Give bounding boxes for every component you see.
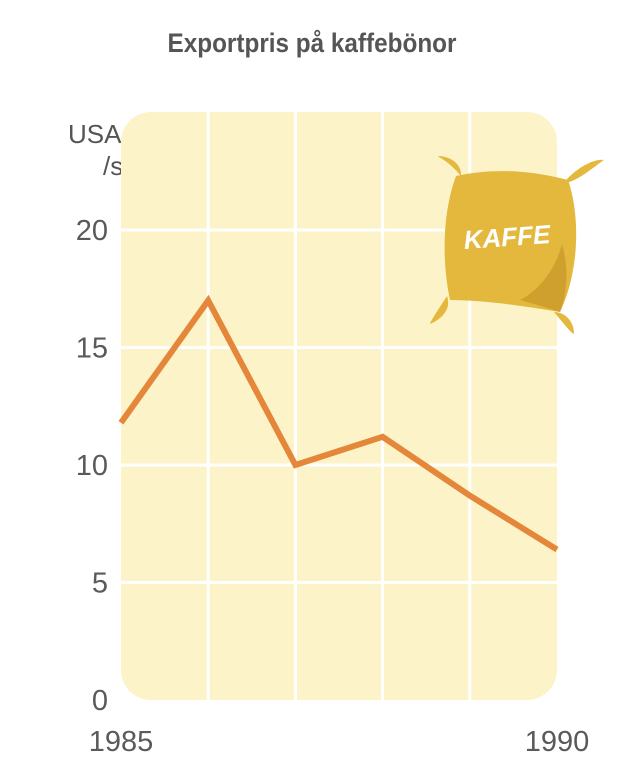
chart-title: Exportpris på kaffebönor xyxy=(167,28,457,58)
y-tick-label: 5 xyxy=(92,568,108,600)
y-tick-label: 15 xyxy=(76,333,108,365)
x-tick-label: 1990 xyxy=(525,726,590,758)
sack-label: KAFFE xyxy=(463,219,552,255)
series-line xyxy=(118,294,559,553)
y-tick-label: 10 xyxy=(76,450,108,482)
y-tick-label: 20 xyxy=(76,215,108,247)
x-tick-label: 1985 xyxy=(89,726,154,758)
y-tick-label: 0 xyxy=(92,685,108,717)
coffee-sack-icon: KAFFE xyxy=(430,156,604,334)
x-tick-labels: 1985 1990 xyxy=(89,726,590,758)
y-tick-labels: 0 5 10 15 20 xyxy=(76,215,108,717)
